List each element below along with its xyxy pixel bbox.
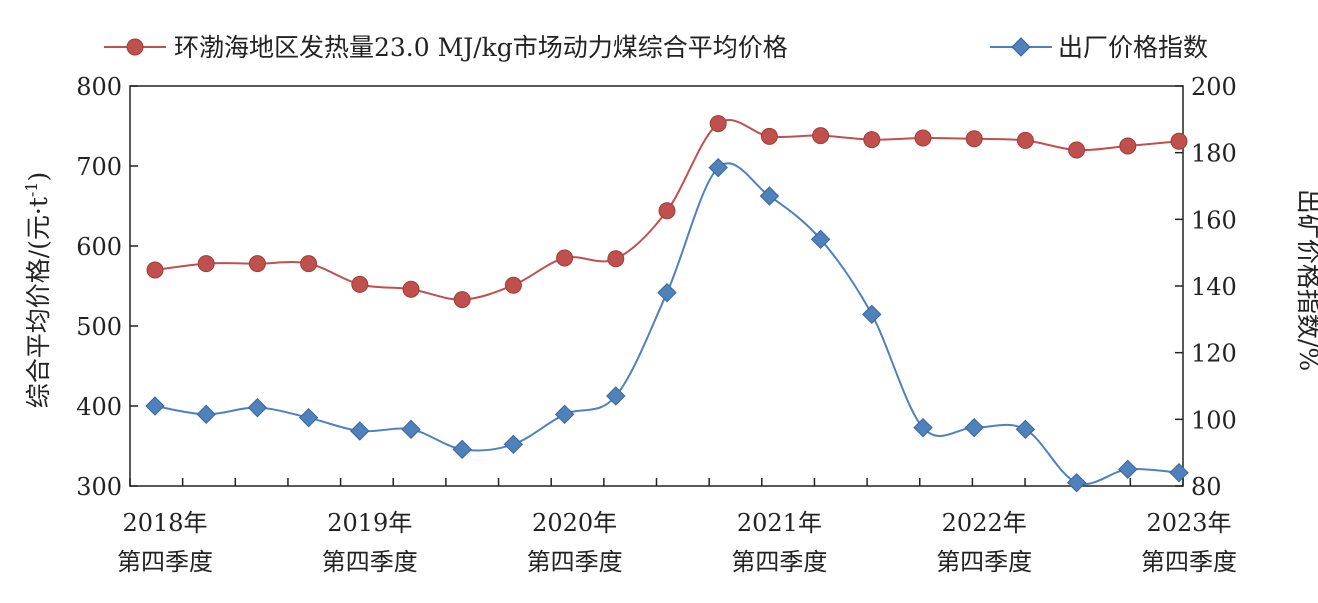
plot-area: 300 400 500 600 700 800 80 100 120 140 160 180 200 20… <box>76 73 1237 576</box>
y-axis-left-title: 综合平均价格/(元·t-1) <box>22 172 53 409</box>
data-point-index <box>452 439 472 460</box>
data-point-index <box>708 157 728 178</box>
data-point-index <box>247 397 268 418</box>
x-tick-label-quarter: 第四季度 <box>936 548 1032 576</box>
y-left-tick-label: 300 <box>76 473 122 501</box>
data-point-price <box>709 115 727 133</box>
data-point-index <box>862 304 882 325</box>
x-tick-label-quarter: 第四季度 <box>731 548 827 576</box>
data-point-index <box>1066 472 1087 493</box>
y-right-tick-label: 80 <box>1191 473 1222 501</box>
data-point-index <box>1169 462 1189 483</box>
data-point-price <box>812 127 830 145</box>
data-point-index <box>1118 459 1138 480</box>
data-point-index <box>298 407 319 428</box>
y-axis-right-title: 出矿价格指数/% <box>1294 189 1318 371</box>
x-tick-label-year: 2019年 <box>327 509 412 537</box>
data-point-index <box>759 186 780 206</box>
y-right-tick-label: 180 <box>1191 140 1237 168</box>
data-point-price <box>1170 132 1188 150</box>
data-point-price <box>300 255 318 273</box>
y-right-tick-label: 200 <box>1191 73 1237 101</box>
legend: 环渤海地区发热量23.0 MJ/kg市场动力煤综合平均价格 出厂价格指数 <box>104 33 1208 62</box>
data-point-index <box>964 417 984 438</box>
legend-label-index: 出厂价格指数 <box>1058 33 1208 62</box>
data-point-price <box>146 261 164 279</box>
data-point-price <box>402 280 420 298</box>
data-point-price <box>760 127 778 145</box>
data-point-price <box>351 275 369 293</box>
x-tick-label-year: 2021年 <box>737 509 822 537</box>
data-point-price <box>453 291 471 309</box>
x-tick-label-quarter: 第四季度 <box>1141 548 1237 576</box>
data-point-index <box>913 417 933 438</box>
x-tick-label-year: 2020年 <box>532 509 617 537</box>
legend-swatch-index-marker <box>1011 37 1031 57</box>
data-point-index <box>401 419 421 440</box>
data-point-price <box>914 129 932 147</box>
data-point-index <box>196 404 216 425</box>
x-tick-label-year: 2023年 <box>1146 509 1231 537</box>
data-point-price <box>863 131 881 149</box>
data-point-price <box>1016 131 1034 149</box>
data-point-price <box>1119 137 1137 155</box>
y-right-tick-label: 140 <box>1191 273 1237 301</box>
x-tick-label-year: 2018年 <box>122 509 207 537</box>
legend-label-price: 环渤海地区发热量23.0 MJ/kg市场动力煤综合平均价格 <box>174 33 788 62</box>
y-left-tick-label: 500 <box>76 313 122 341</box>
data-point-index <box>145 396 165 416</box>
x-tick-label-year: 2022年 <box>942 509 1027 537</box>
data-point-index <box>350 421 370 441</box>
data-point-index <box>606 386 626 406</box>
x-tick-label-quarter: 第四季度 <box>322 548 418 576</box>
series-line-index <box>154 162 1180 486</box>
data-point-index <box>554 404 575 425</box>
data-point-price <box>1068 141 1086 159</box>
legend-swatch-price-marker <box>126 38 144 56</box>
data-point-price <box>248 255 266 273</box>
data-point-price <box>504 276 522 294</box>
x-tick-label-quarter: 第四季度 <box>527 548 623 576</box>
data-point-price <box>607 250 625 268</box>
y-left-tick-label: 600 <box>76 233 122 261</box>
y-right-tick-label: 160 <box>1191 206 1237 234</box>
y-left-tick-label: 700 <box>76 153 122 181</box>
y-right-tick-label: 100 <box>1191 406 1237 434</box>
data-point-index <box>810 229 831 250</box>
x-tick-label-quarter: 第四季度 <box>117 548 213 576</box>
data-point-index <box>657 282 677 303</box>
data-point-price <box>965 130 983 148</box>
y-left-tick-label: 800 <box>76 73 122 101</box>
y-right-tick-label: 120 <box>1191 340 1237 368</box>
data-point-price <box>658 202 676 220</box>
data-point-price <box>197 255 215 273</box>
data-point-index <box>503 434 524 455</box>
y-left-tick-label: 400 <box>76 393 122 421</box>
data-point-price <box>556 249 574 267</box>
data-point-index <box>1015 419 1036 440</box>
